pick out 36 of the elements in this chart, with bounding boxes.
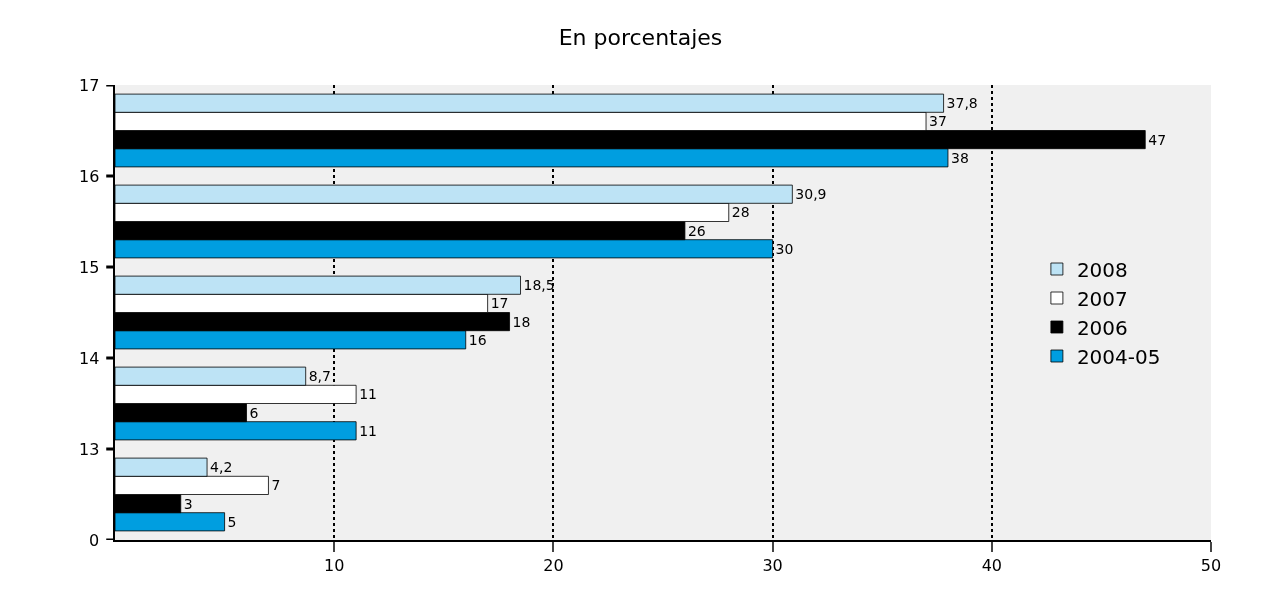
data-label: 47 bbox=[1148, 131, 1167, 148]
data-label: 7 bbox=[271, 477, 281, 494]
data-label: 37,8 bbox=[946, 95, 978, 112]
text: 17 bbox=[79, 76, 100, 95]
data-label: 30,9 bbox=[795, 186, 827, 203]
text: 13 bbox=[79, 440, 100, 459]
data-label: 3 bbox=[183, 495, 193, 512]
chart-title: En porcentajes bbox=[558, 25, 723, 51]
data-label: 38 bbox=[950, 149, 969, 166]
x-tick-label: 20 bbox=[543, 556, 564, 576]
data-label: 37 bbox=[929, 113, 947, 130]
data-label: 11 bbox=[359, 386, 377, 403]
data-label: 26 bbox=[687, 222, 706, 239]
data-label: 5 bbox=[227, 513, 237, 530]
data-label: 6 bbox=[249, 404, 259, 421]
x-tick-label: 40 bbox=[981, 556, 1002, 576]
data-label: 18,5 bbox=[523, 277, 555, 294]
x-tick-label: 30 bbox=[762, 556, 783, 576]
data-label: 16 bbox=[468, 331, 487, 348]
x-tick-label: 50 bbox=[1200, 556, 1222, 576]
data-label: 4,2 bbox=[210, 459, 233, 476]
legend-label: 2004-05 bbox=[1076, 344, 1161, 369]
data-label: 17 bbox=[490, 295, 509, 312]
data-label: 28 bbox=[731, 204, 750, 221]
text: 0 bbox=[89, 531, 100, 550]
legend-label: 2007 bbox=[1076, 286, 1128, 311]
text: 15 bbox=[79, 258, 100, 277]
data-label: 11 bbox=[359, 422, 377, 439]
data-label: 30 bbox=[775, 240, 794, 257]
legend-label: 2006 bbox=[1076, 315, 1128, 340]
text: 14 bbox=[79, 349, 100, 368]
data-label: 8,7 bbox=[308, 368, 331, 385]
x-tick-label: 10 bbox=[324, 556, 345, 576]
legend-label: 2008 bbox=[1076, 257, 1128, 282]
data-label: 18 bbox=[512, 313, 531, 330]
text: 16 bbox=[79, 167, 100, 186]
